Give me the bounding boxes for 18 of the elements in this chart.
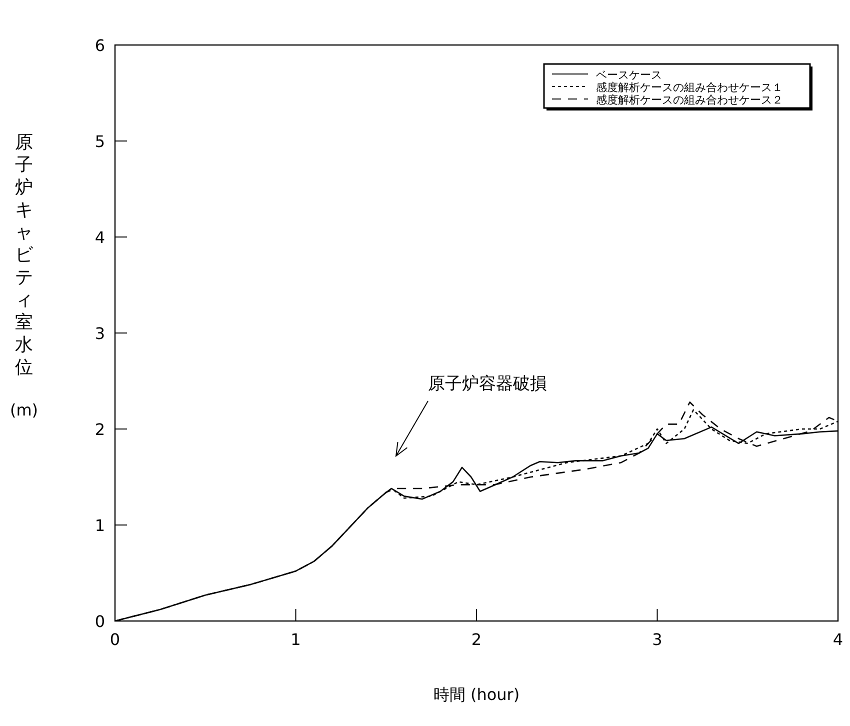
x-axis-title: 時間 (hour) [433,685,520,704]
y-tick-label: 1 [94,516,105,535]
y-tick-label: 3 [94,324,105,343]
y-tick-label: 6 [94,36,105,55]
x-tick-label: 1 [290,630,301,649]
text: 原子炉キャビティ室水位 (m) [10,132,38,420]
legend-label: 感度解析ケースの組み合わせケース１ [596,81,783,94]
x-tick-label: 3 [652,630,662,649]
y-tick-label: 4 [94,228,105,247]
x-tick-label: 0 [110,630,120,649]
y-tick-label: 0 [94,612,105,631]
x-tick-label: 4 [832,630,844,649]
legend-label: ベースケース [596,68,662,82]
legend-label: 感度解析ケースの組み合わせケース２ [596,94,783,106]
y-tick-label: 2 [94,420,105,439]
y-tick-label: 5 [94,132,105,151]
annotation: 原子炉容器破損 [428,374,547,394]
x-tick-label: 2 [471,630,482,649]
